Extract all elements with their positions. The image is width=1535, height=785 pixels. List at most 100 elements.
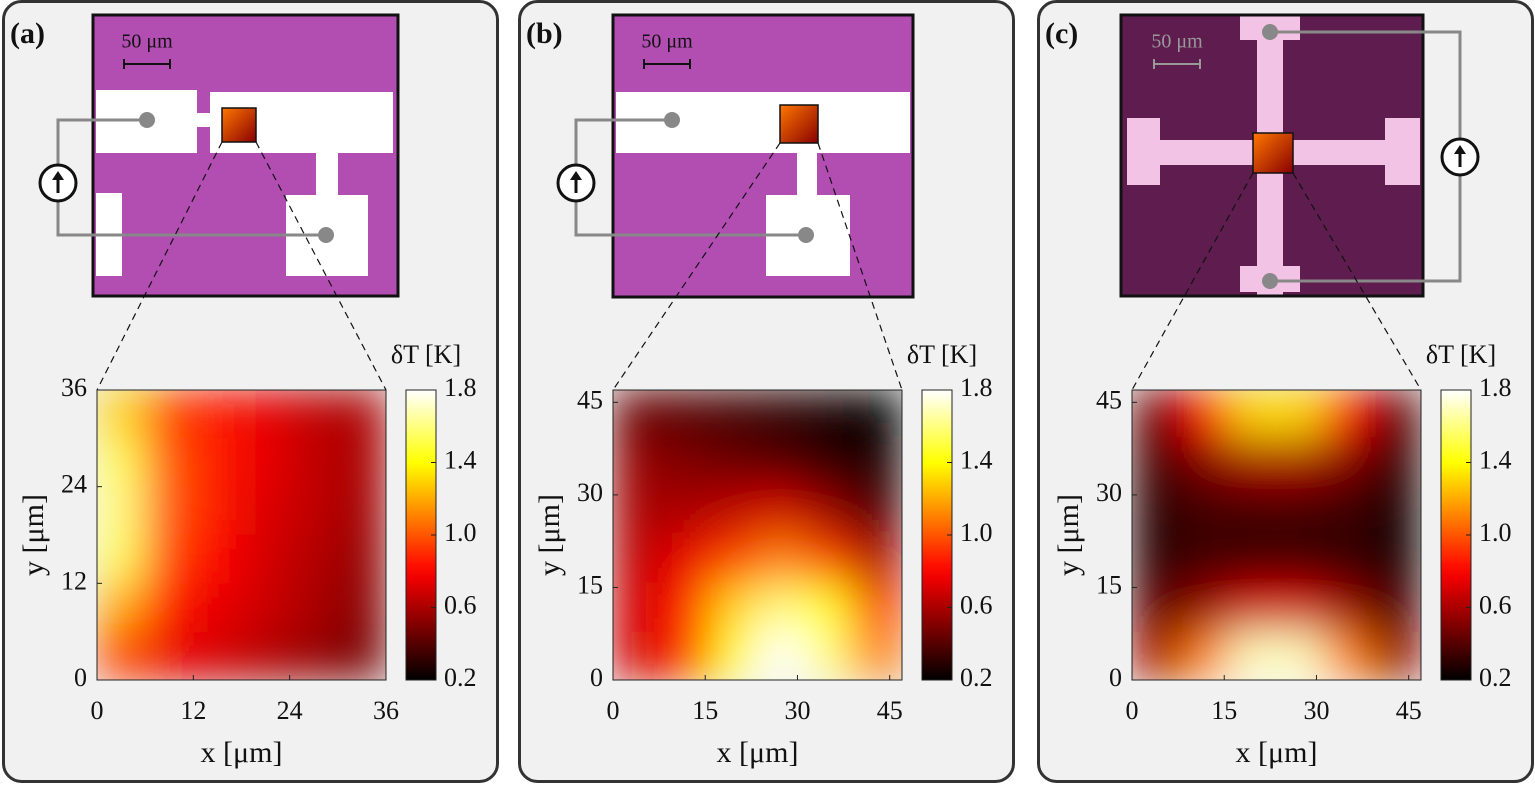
y-tick-label: 0 [74, 663, 87, 692]
y-tick-label: 0 [590, 663, 603, 692]
heatmap-cell [1179, 582, 1229, 633]
contact [318, 227, 334, 243]
heatmap-cell [805, 486, 855, 536]
x-tick-label: 0 [607, 696, 620, 725]
heatmap-cell [708, 390, 758, 439]
heatmap-cell [613, 631, 662, 680]
heatmap-cell [241, 534, 291, 584]
x-axis-label: x [μm] [201, 736, 283, 769]
x-tick-label: 0 [1126, 696, 1139, 725]
contact [139, 112, 155, 128]
heatmap-cell [192, 486, 242, 536]
source-arrowhead [1454, 145, 1466, 154]
x-axis-label: x [μm] [717, 736, 799, 769]
heatmap-cell [1132, 390, 1181, 439]
heatmap-cell [613, 390, 662, 439]
x-tick-label: 24 [277, 696, 303, 725]
heatmap-cell [1179, 534, 1229, 584]
y-tick-label: 36 [61, 373, 87, 402]
colorbar-tick-label: 1.4 [960, 445, 993, 474]
heatmap-cell [337, 390, 386, 439]
heatmap-cell [97, 486, 146, 536]
heatmap-cell [1227, 631, 1277, 680]
heatmap-cell [805, 437, 855, 488]
contact [664, 112, 680, 128]
colorbar [1440, 389, 1472, 681]
heatmap-cell [1372, 437, 1421, 488]
heatmap [613, 390, 902, 680]
heatmap-cell [241, 437, 291, 488]
colorbar-tick-label: 0.2 [960, 663, 993, 692]
source-arrowhead [52, 171, 64, 180]
heatmap-cell [289, 437, 339, 488]
heatmap-cell [853, 390, 902, 439]
heatmap-cell [613, 534, 662, 584]
colorbar-tick-label: 1.8 [960, 373, 993, 402]
inset-map [1252, 132, 1294, 174]
contact [798, 227, 814, 243]
scale-bar-label: 50 μm [641, 31, 693, 53]
heatmap-cell [241, 390, 291, 439]
zoom-line [255, 141, 387, 391]
heatmap-cell [241, 631, 291, 680]
heatmap-cell [192, 582, 242, 633]
contact [1262, 273, 1278, 289]
micrograph-border [1119, 13, 1425, 298]
colorbar-tick-label: 1.4 [1479, 445, 1512, 474]
heatmap-cell [613, 582, 662, 633]
colorbar-tick-label: 1.0 [444, 518, 477, 547]
heatmap-cell [1179, 486, 1229, 536]
heatmap-clip [1132, 390, 1421, 680]
zoom-line [1131, 172, 1254, 391]
heatmap-cell [1324, 582, 1374, 633]
heatmap-cell [1276, 486, 1326, 536]
x-tick-label: 45 [1396, 696, 1422, 725]
heatmap-cell [660, 582, 710, 633]
heatmap-cell [757, 486, 807, 536]
x-tick-label: 0 [91, 696, 104, 725]
x-axis-label: x [μm] [1236, 736, 1318, 769]
heatmap-cell [1132, 534, 1181, 584]
heatmap-cell [144, 582, 194, 633]
heatmap-cell [660, 437, 710, 488]
heatmap-cell [757, 582, 807, 633]
heatmap-cell [337, 582, 386, 633]
colorbar-tick-label: 0.6 [1479, 590, 1512, 619]
heatmap-cell [660, 631, 710, 680]
colorbar-tick-label: 0.2 [1479, 663, 1512, 692]
colorbar-tick-label: 0.6 [444, 590, 477, 619]
heatmap-cell [1372, 390, 1421, 439]
x-tick-label: 36 [373, 696, 399, 725]
x-tick-label: 30 [1303, 696, 1329, 725]
heatmap-cell [144, 534, 194, 584]
heatmap-cell [660, 486, 710, 536]
colorbar-tick-label: 0.2 [444, 663, 477, 692]
heatmap-cell [757, 534, 807, 584]
y-tick-label: 30 [1096, 478, 1122, 507]
heatmap-cell [144, 390, 194, 439]
heatmap-cell [853, 437, 902, 488]
y-axis-label: y [μm] [1052, 494, 1085, 576]
heatmap-cell [1227, 534, 1277, 584]
heatmap-clip [613, 390, 902, 680]
heatmap-cell [805, 534, 855, 584]
heatmap-cell [660, 534, 710, 584]
y-tick-label: 24 [61, 470, 87, 499]
plot-frame [612, 389, 903, 681]
heatmap-cell [1276, 631, 1326, 680]
heatmap-cell [708, 534, 758, 584]
heatmap-cell [289, 534, 339, 584]
heatmap-cell [613, 437, 662, 488]
heatmap [97, 390, 386, 680]
heatmap-cell [192, 631, 242, 680]
heatmap-cell [853, 534, 902, 584]
colorbar-label: δT [K] [1426, 340, 1496, 369]
zoom-line [817, 142, 903, 391]
heatmap-cell [757, 390, 807, 439]
heatmap-cell [853, 582, 902, 633]
heatmap-cell [805, 631, 855, 680]
heatmap-cell [97, 390, 146, 439]
heatmap-cell [1276, 582, 1326, 633]
contact [1262, 24, 1278, 40]
